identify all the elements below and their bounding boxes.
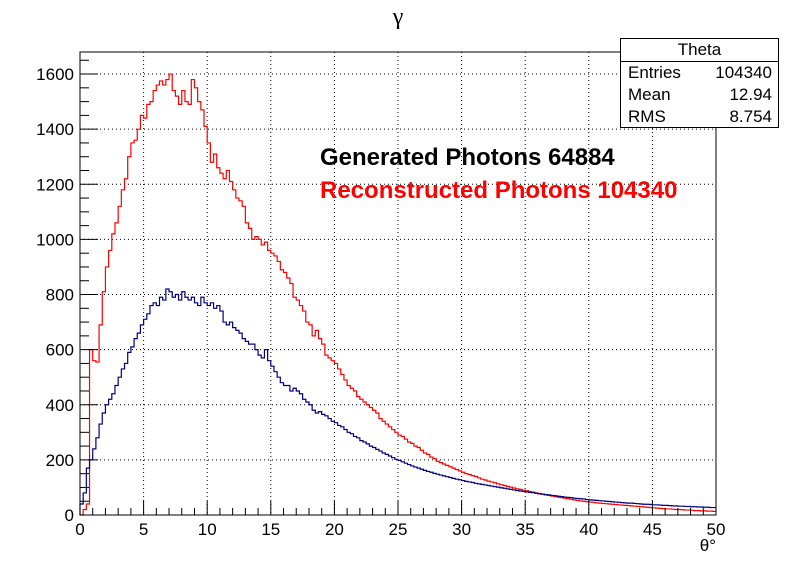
stats-rms-value: 8.754 [729,107,772,126]
y-tick-label: 0 [65,506,74,525]
x-tick-label: 10 [198,520,217,539]
x-tick-label: 15 [261,520,280,539]
x-tick-label: 35 [516,520,535,539]
x-axis: 0 5 10 15 20 25 30 35 40 45 50 [75,501,725,539]
stats-box: Theta Entries 104340 Mean 12.94 RMS 8.75… [620,38,779,128]
y-tick-label: 800 [46,286,74,305]
stats-entries-label: Entries [628,63,681,82]
y-tick-label: 1200 [36,175,74,194]
histogram-series-reconstructed-photons [80,73,716,516]
stats-mean-label: Mean [628,85,671,104]
generated-photons-label: Generated Photons 64884 [320,144,615,171]
chart-title: γ [392,4,404,30]
reconstructed-photons-label: Reconstructed Photons 104340 [320,177,678,204]
stats-row-entries: Entries 104340 [621,62,778,84]
stats-entries-value: 104340 [715,63,772,82]
stats-row-rms: RMS 8.754 [621,106,778,128]
y-axis: 0 200 400 600 800 1000 1200 1400 1600 [36,59,98,525]
histogram-series-generated-photons [79,288,716,515]
stats-title: Theta [621,39,778,62]
y-tick-label: 600 [46,341,74,360]
x-tick-label: 45 [643,520,662,539]
x-tick-label: 25 [389,520,408,539]
x-tick-label: 20 [325,520,344,539]
y-tick-label: 1400 [36,120,74,139]
x-axis-label: θ° [700,536,716,555]
x-tick-label: 0 [75,520,84,539]
stats-row-mean: Mean 12.94 [621,84,778,106]
y-tick-label: 400 [46,396,74,415]
x-tick-label: 40 [579,520,598,539]
x-tick-label: 5 [139,520,148,539]
stats-rms-label: RMS [628,107,666,126]
stats-mean-value: 12.94 [729,85,772,104]
x-tick-label: 50 [707,520,726,539]
y-tick-label: 200 [46,451,74,470]
series-layer [79,73,716,516]
y-tick-label: 1600 [36,65,74,84]
x-tick-label: 30 [452,520,471,539]
y-tick-label: 1000 [36,230,74,249]
